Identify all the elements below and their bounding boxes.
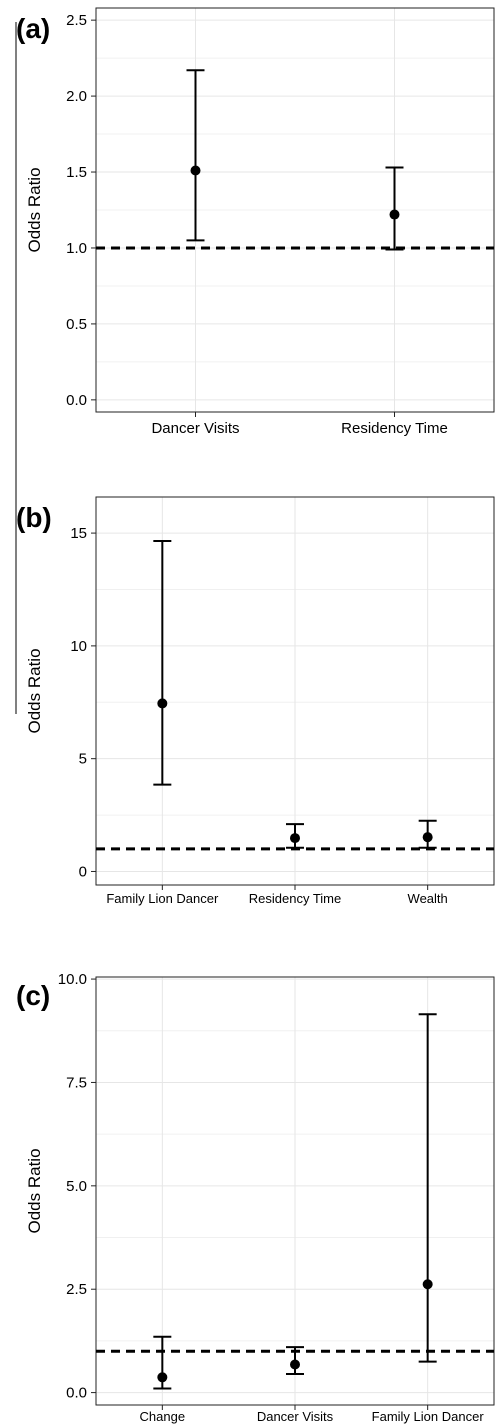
- y-tick-label: 7.5: [66, 1074, 87, 1091]
- panel-letter: (b): [16, 502, 52, 533]
- y-axis-label: Odds Ratio: [25, 1148, 44, 1233]
- y-tick-label: 10: [70, 638, 87, 655]
- x-tick-label: Family Lion Dancer: [106, 891, 219, 906]
- x-tick-label: Dancer Visits: [257, 1409, 334, 1424]
- panel-letter: (c): [16, 980, 50, 1011]
- y-tick-label: 15: [70, 525, 87, 542]
- x-tick-label: Dancer Visits: [151, 420, 239, 437]
- data-point: [157, 698, 168, 709]
- y-tick-label: 1.5: [66, 164, 87, 181]
- y-tick-label: 2.5: [66, 12, 87, 29]
- y-tick-label: 2.0: [66, 88, 87, 105]
- x-tick-label: Wealth: [408, 891, 448, 906]
- y-tick-label: 10.0: [58, 971, 87, 988]
- data-point: [389, 209, 400, 220]
- y-tick-label: 2.5: [66, 1281, 87, 1298]
- y-axis-label: Odds Ratio: [25, 648, 44, 733]
- x-tick-label: Family Lion Dancer: [372, 1409, 485, 1424]
- data-point: [422, 832, 433, 843]
- y-tick-label: 5: [79, 751, 87, 768]
- x-tick-label: Residency Time: [249, 891, 341, 906]
- chart-panel: 0.0 2.5 5.0 7.5 10.0 Change Dancer Visits Famil…: [16, 971, 495, 1424]
- data-point: [290, 1359, 300, 1370]
- y-tick-label: 0.0: [66, 392, 87, 409]
- data-point: [190, 165, 201, 176]
- plot-frame: [95, 7, 495, 413]
- data-point: [290, 833, 300, 844]
- x-tick-label: Residency Time: [341, 420, 448, 437]
- data-point: [157, 1372, 168, 1383]
- y-tick-label: 0.5: [66, 316, 87, 333]
- x-tick-label: Change: [140, 1409, 186, 1424]
- chart-panel: 0 5 10 15 Family Lion Dancer Residency Time We…: [16, 496, 495, 906]
- y-tick-label: 0.0: [66, 1385, 87, 1402]
- y-tick-label: 5.0: [66, 1178, 87, 1195]
- chart-panel: 0.0 0.5 1.0 1.5 2.0 2.5 Dancer Visits Residency…: [16, 7, 495, 437]
- panel-letter: (a): [16, 13, 50, 44]
- y-tick-label: 1.0: [66, 240, 87, 257]
- data-point: [422, 1279, 433, 1290]
- y-tick-label: 0: [79, 863, 87, 880]
- y-axis-label: Odds Ratio: [25, 167, 44, 252]
